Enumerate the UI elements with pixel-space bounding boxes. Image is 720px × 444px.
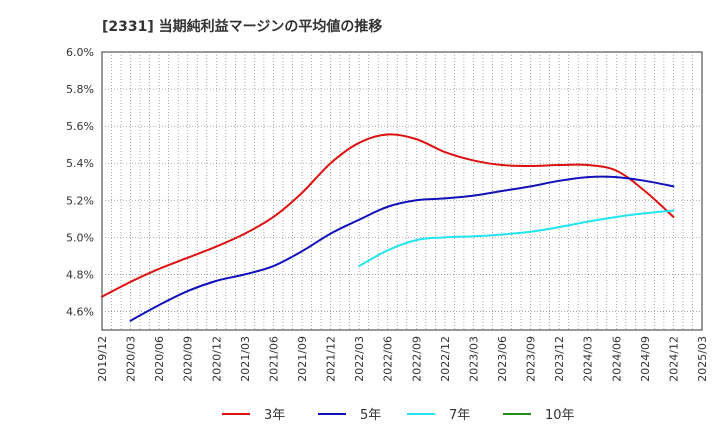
x-tick-label: 2022/03 — [353, 336, 366, 382]
x-tick-label: 2022/09 — [410, 336, 423, 382]
x-tick-label: 2023/06 — [496, 336, 509, 382]
x-tick-label: 2021/03 — [239, 336, 252, 382]
chart-title: [2331] 当期純利益マージンの平均値の推移 — [102, 18, 382, 35]
plot-area: 4.6% 4.8% 5.0% 5.2% 5.4% 5.6% 5.8% 6.0% 2019/12 2… — [66, 46, 709, 382]
x-tick-label: 2024/03 — [582, 336, 595, 382]
y-tick-label: 4.6% — [66, 305, 94, 318]
legend-label-4: 10年 — [545, 408, 575, 423]
x-tick-label: 2022/06 — [382, 336, 395, 382]
x-tick-label: 2019/12 — [96, 336, 109, 382]
x-tick-label: 2020/06 — [153, 336, 166, 382]
x-tick-label: 2023/12 — [553, 336, 566, 382]
x-tick-label: 2022/12 — [439, 336, 452, 382]
x-tick-label: 2021/09 — [296, 336, 309, 382]
y-tick-label: 5.8% — [66, 83, 94, 96]
legend-label-3: 7年 — [449, 408, 470, 423]
x-tick-label: 2021/06 — [267, 336, 280, 382]
x-tick-label: 2024/06 — [610, 336, 623, 382]
y-tick-label: 5.4% — [66, 157, 94, 170]
x-tick-label: 2020/09 — [182, 336, 195, 382]
x-tick-label: 2020/12 — [210, 336, 223, 382]
x-tick-label: 2023/09 — [525, 336, 538, 382]
y-tick-label: 6.0% — [66, 46, 94, 59]
legend-label-1: 3年 — [264, 408, 285, 423]
x-tick-label: 2025/03 — [696, 336, 709, 382]
x-tick-label: 2024/12 — [667, 336, 680, 382]
y-tick-label: 5.0% — [66, 231, 94, 244]
x-tick-label: 2023/03 — [467, 336, 480, 382]
legend: 3年 5年 7年 10年 — [222, 408, 575, 423]
x-tick-label: 2021/12 — [325, 336, 338, 382]
y-tick-label: 4.8% — [66, 268, 94, 281]
legend-label-2: 5年 — [360, 408, 381, 423]
series-line-2 — [129, 175, 675, 322]
y-tick-label: 5.2% — [66, 194, 94, 207]
x-tick-label: 2024/09 — [639, 336, 652, 382]
plot-frame — [101, 51, 703, 331]
x-tick-label: 2020/03 — [125, 336, 138, 382]
series-line-3 — [358, 209, 675, 268]
series-line-1 — [101, 133, 675, 298]
y-tick-label: 5.6% — [66, 120, 94, 133]
